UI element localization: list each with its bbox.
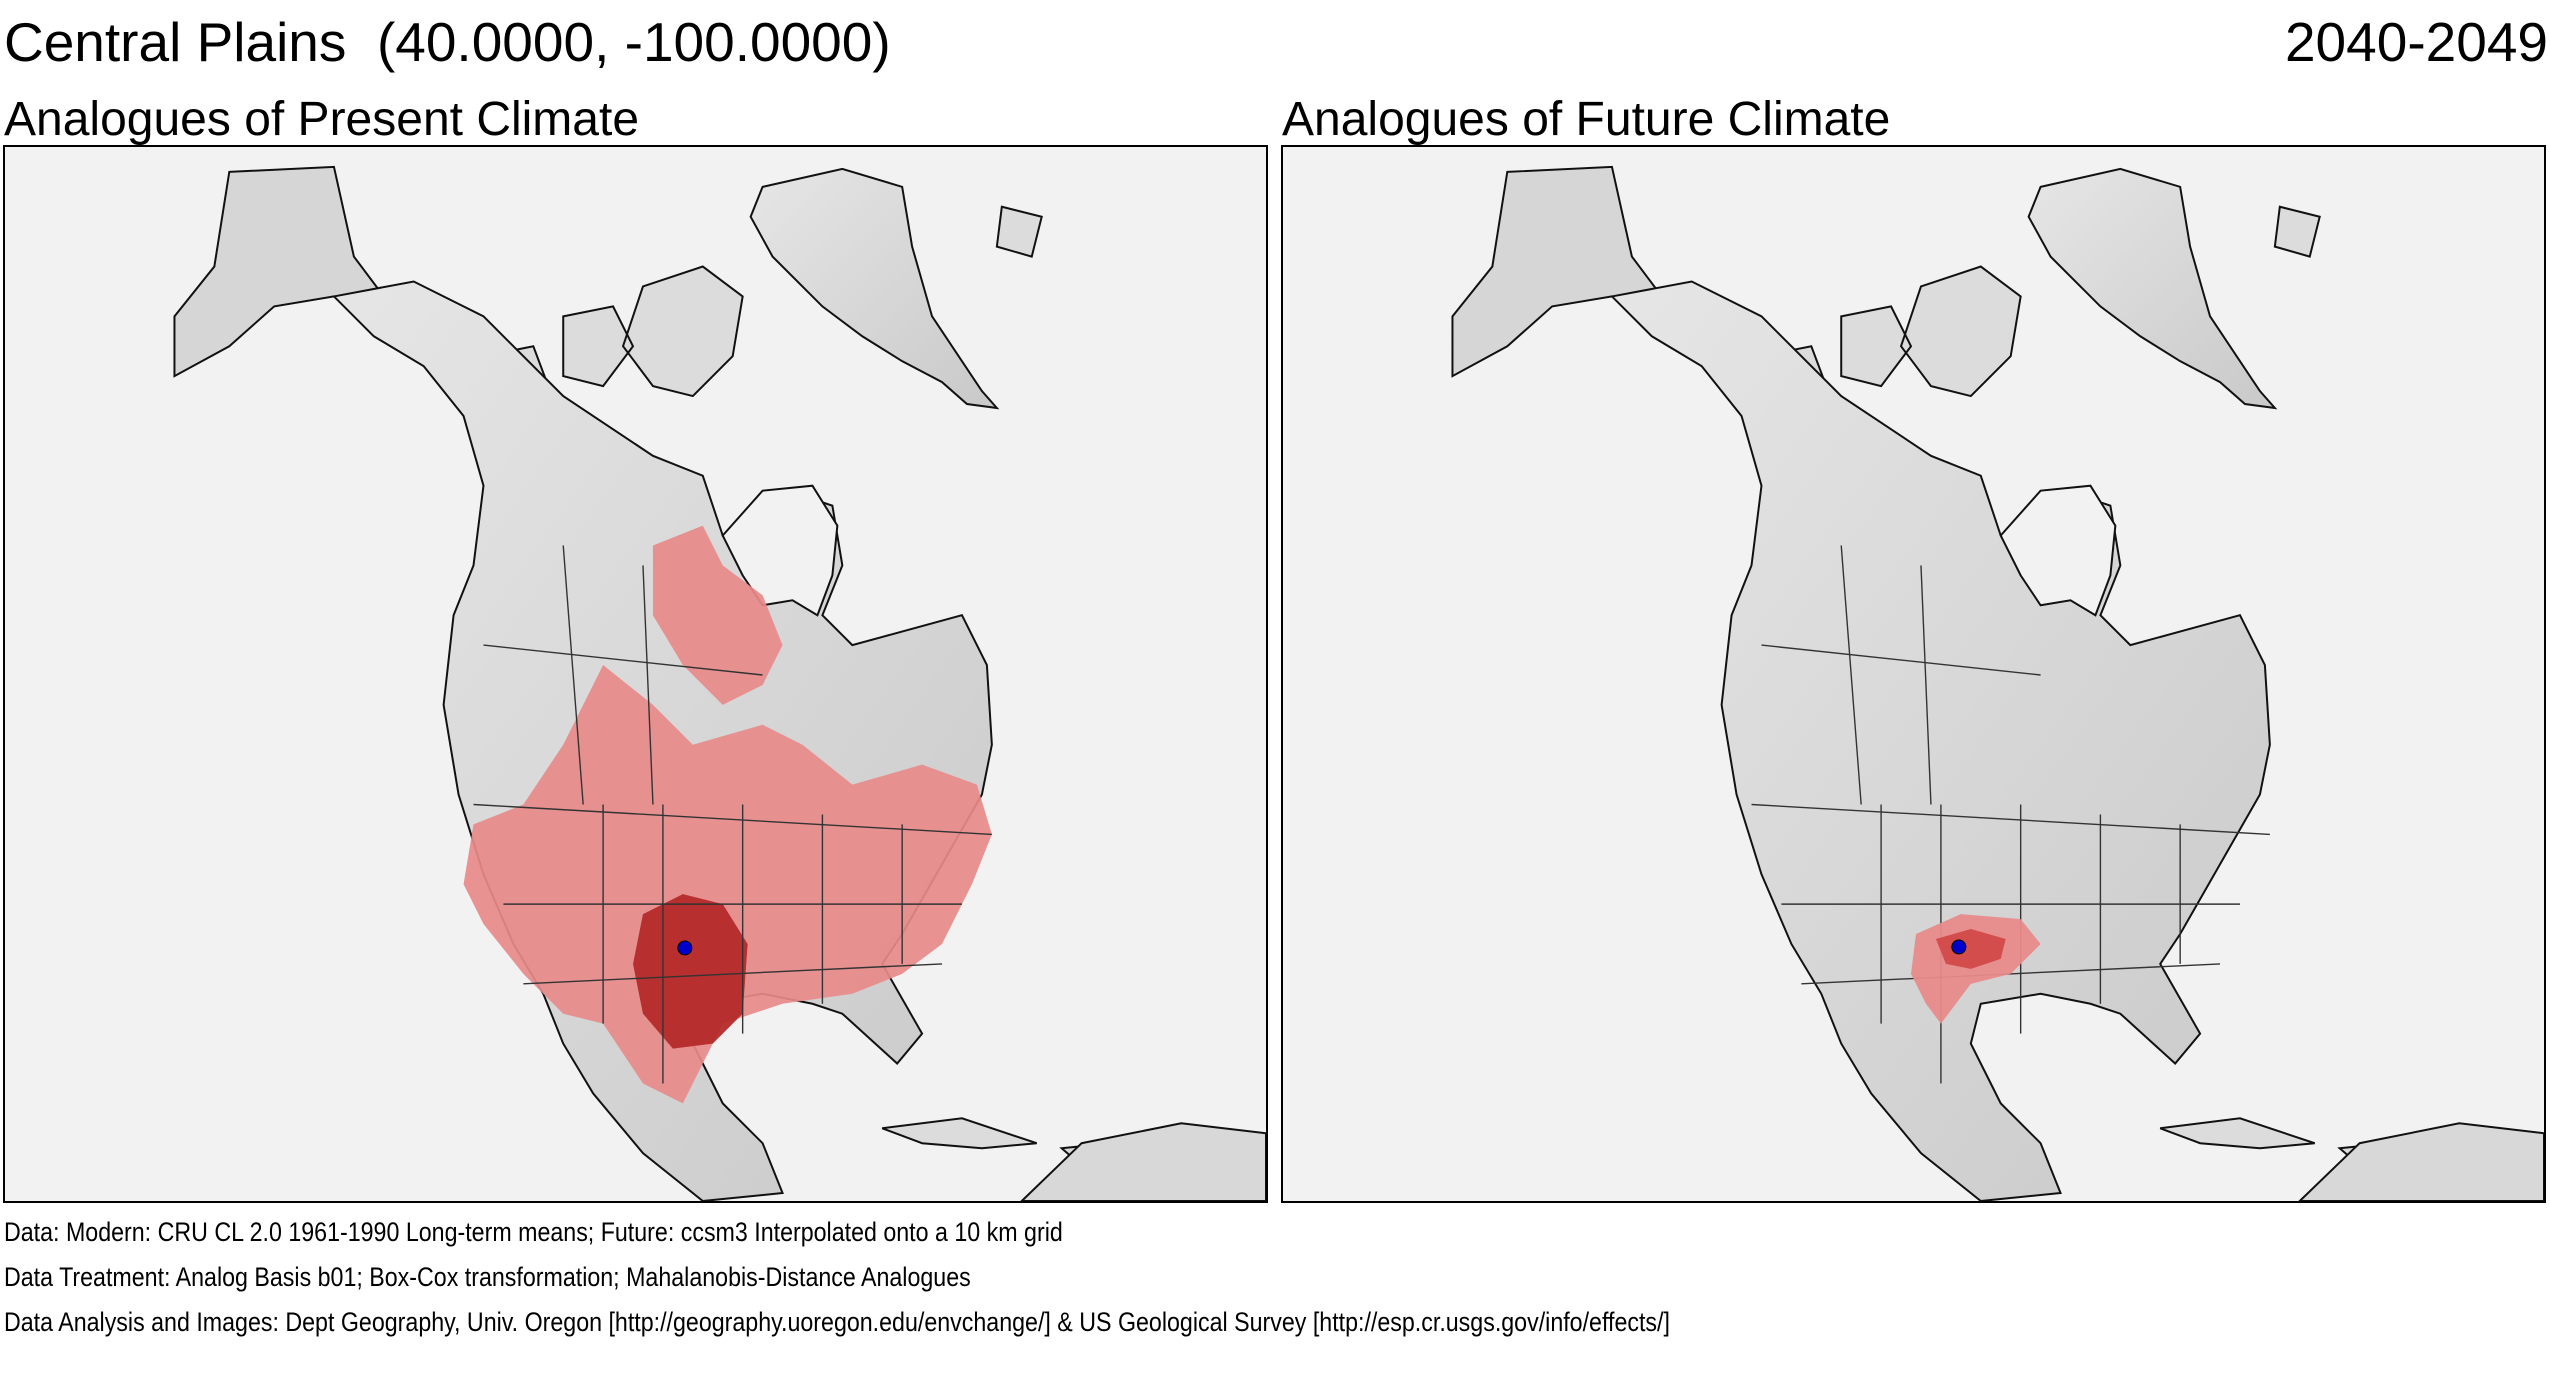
analog-region-dark bbox=[1935, 929, 2006, 969]
greenland bbox=[2027, 167, 2278, 410]
political-borders bbox=[473, 545, 992, 1084]
alaska bbox=[1451, 165, 1680, 378]
time-period: 2040-2049 bbox=[2284, 11, 2548, 73]
analog-region-dark bbox=[633, 894, 748, 1049]
target-location-marker bbox=[1951, 939, 1967, 955]
target-location-marker bbox=[677, 940, 693, 956]
arctic-islands bbox=[1750, 205, 2321, 418]
region-title: Central Plains (40.0000, -100.0000) bbox=[4, 11, 891, 73]
alaska bbox=[173, 165, 402, 378]
footer-credits: Data Analysis and Images: Dept Geography… bbox=[4, 1307, 1670, 1337]
present-climate-map bbox=[3, 145, 1268, 1203]
arctic-islands bbox=[472, 205, 1043, 418]
footer-data-treatment: Data Treatment: Analog Basis b01; Box-Co… bbox=[4, 1262, 971, 1292]
future-climate-map bbox=[1281, 145, 2546, 1203]
present-climate-panel-title: Analogues of Present Climate bbox=[4, 93, 640, 146]
hudson-bay bbox=[1999, 484, 2117, 617]
footer-data-source: Data: Modern: CRU CL 2.0 1961-1990 Long-… bbox=[4, 1217, 1063, 1247]
greenland bbox=[749, 167, 1000, 410]
future-climate-map-svg bbox=[1283, 147, 2544, 1201]
analog-region-light bbox=[463, 665, 992, 1104]
south-america bbox=[2298, 1122, 2544, 1201]
future-climate-panel-title: Analogues of Future Climate bbox=[1282, 93, 1891, 146]
present-climate-map-svg bbox=[5, 147, 1266, 1201]
analog-region-light-canada bbox=[652, 525, 783, 705]
south-america bbox=[1020, 1122, 1266, 1201]
